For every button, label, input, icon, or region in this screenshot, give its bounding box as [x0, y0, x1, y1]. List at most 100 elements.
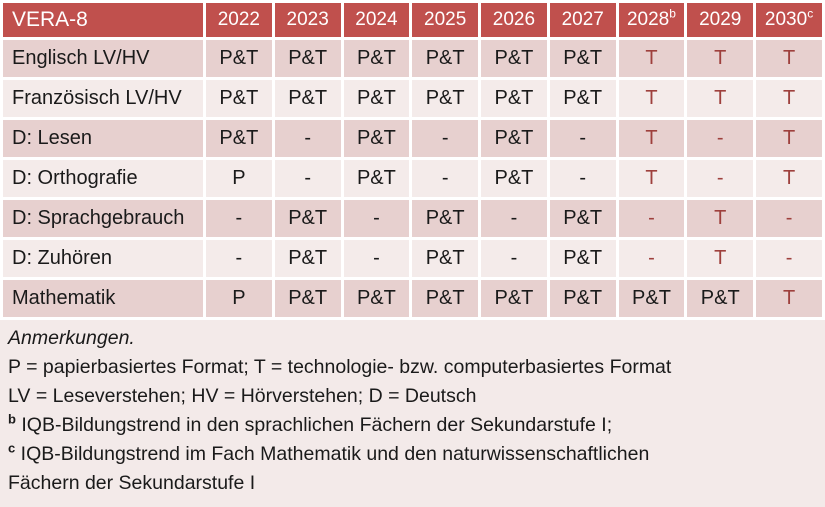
notes-section: Anmerkungen. P = papierbasiertes Format;… — [0, 320, 825, 507]
table-cell: P&T — [274, 40, 341, 77]
year-superscript: b — [669, 6, 676, 21]
year-label: 2027 — [561, 9, 604, 30]
year-header-2027: 2027 — [549, 3, 616, 37]
table-cell: P&T — [206, 80, 272, 117]
table-cell: - — [756, 240, 822, 277]
table-cell: P&T — [481, 40, 547, 77]
table-row-orthografie: D: Orthografie P - P&T - P&T - T - T — [3, 160, 822, 197]
table-cell: - — [206, 200, 272, 237]
table-row-lesen: D: Lesen P&T - P&T - P&T - T - T — [3, 120, 822, 157]
table-cell: T — [687, 40, 754, 77]
footnote-b-marker: b — [8, 411, 16, 427]
table-cell: P&T — [549, 280, 616, 317]
table-row-englisch: Englisch LV/HV P&T P&T P&T P&T P&T P&T T… — [3, 40, 822, 77]
year-label: 2026 — [492, 9, 536, 30]
table-cell: P&T — [274, 280, 341, 317]
table-cell: P&T — [343, 160, 410, 197]
table-cell: - — [206, 240, 272, 277]
row-label: D: Lesen — [3, 120, 203, 157]
table-cell: P&T — [343, 280, 410, 317]
year-label: 2029 — [699, 9, 742, 30]
footnote-c-marker: c — [8, 440, 16, 456]
table-cell: P&T — [549, 200, 616, 237]
table-cell: P&T — [481, 120, 547, 157]
year-header-2030: 2030c — [756, 3, 822, 37]
table-cell: T — [687, 240, 754, 277]
table-cell: - — [618, 200, 685, 237]
table-cell: P&T — [549, 80, 616, 117]
year-superscript: c — [807, 6, 814, 21]
table-cell: - — [274, 120, 341, 157]
row-label: Französisch LV/HV — [3, 80, 203, 117]
vera8-table: VERA-8 2022 2023 2024 2025 2026 2027 202… — [3, 3, 822, 317]
table-cell: P&T — [412, 240, 479, 277]
table-cell: T — [618, 40, 685, 77]
notes-abbreviation-legend: LV = Leseverstehen; HV = Hörverstehen; D… — [8, 385, 477, 407]
year-header-2029: 2029 — [687, 3, 754, 37]
table-cell: - — [412, 160, 479, 197]
footnote-b-text: IQB-Bildungstrend in den sprachlichen Fä… — [21, 414, 613, 436]
table-body: Englisch LV/HV P&T P&T P&T P&T P&T P&T T… — [3, 40, 822, 317]
table-cell: T — [756, 40, 822, 77]
table-cell: P — [206, 280, 272, 317]
year-header-2028: 2028b — [618, 3, 685, 37]
table-cell: P&T — [549, 240, 616, 277]
table-cell: P&T — [412, 280, 479, 317]
year-label: 2028 — [626, 9, 670, 30]
table-cell: P&T — [481, 280, 547, 317]
table-cell: - — [687, 160, 754, 197]
table-row-mathematik: Mathematik P P&T P&T P&T P&T P&T P&T P&T… — [3, 280, 822, 317]
table-cell: P&T — [274, 200, 341, 237]
table-cell: P&T — [687, 280, 754, 317]
table-cell: P&T — [618, 280, 685, 317]
year-label: 2030 — [764, 9, 808, 30]
row-label: Mathematik — [3, 280, 203, 317]
table-cell: T — [618, 160, 685, 197]
table-cell: P&T — [206, 120, 272, 157]
year-header-2024: 2024 — [343, 3, 410, 37]
table-cell: T — [687, 200, 754, 237]
header-row: VERA-8 2022 2023 2024 2025 2026 2027 202… — [3, 3, 822, 37]
table-cell: - — [343, 200, 410, 237]
footnote-c: c IQB-Bildungstrend im Fach Mathematik u… — [8, 440, 708, 498]
footnote-c-text: IQB-Bildungstrend im Fach Mathematik und… — [8, 443, 650, 494]
year-label: 2023 — [286, 9, 329, 30]
table-row-zuhoeren: D: Zuhören - P&T - P&T - P&T - T - — [3, 240, 822, 277]
year-header-2025: 2025 — [412, 3, 479, 37]
year-header-2026: 2026 — [481, 3, 547, 37]
table-cell: - — [481, 200, 547, 237]
table-cell: P&T — [274, 80, 341, 117]
table-cell: - — [618, 240, 685, 277]
table-cell: T — [687, 80, 754, 117]
table-row-sprachgebrauch: D: Sprachgebrauch - P&T - P&T - P&T - T … — [3, 200, 822, 237]
notes-heading: Anmerkungen. — [8, 327, 135, 349]
table-cell: T — [756, 280, 822, 317]
table-cell: T — [618, 80, 685, 117]
table-cell: T — [756, 80, 822, 117]
table-cell: - — [481, 240, 547, 277]
table-cell: - — [756, 200, 822, 237]
table-cell: P&T — [412, 40, 479, 77]
table-cell: T — [756, 160, 822, 197]
table-cell: - — [549, 120, 616, 157]
table-cell: P&T — [412, 200, 479, 237]
table-cell: P&T — [343, 40, 410, 77]
table-cell: P&T — [412, 80, 479, 117]
table-cell: P&T — [274, 240, 341, 277]
row-label: Englisch LV/HV — [3, 40, 203, 77]
table-header: VERA-8 2022 2023 2024 2025 2026 2027 202… — [3, 3, 822, 37]
year-header-2023: 2023 — [274, 3, 341, 37]
notes-format-legend: P = papierbasiertes Format; T = technolo… — [8, 356, 672, 378]
year-label: 2024 — [355, 9, 398, 30]
table-cell: P&T — [481, 160, 547, 197]
table-cell: P&T — [343, 120, 410, 157]
table-row-franzoesisch: Französisch LV/HV P&T P&T P&T P&T P&T P&… — [3, 80, 822, 117]
row-label: D: Sprachgebrauch — [3, 200, 203, 237]
table-cell: - — [274, 160, 341, 197]
table-cell: P&T — [206, 40, 272, 77]
table-cell: T — [756, 120, 822, 157]
table-cell: P&T — [549, 40, 616, 77]
table-cell: - — [687, 120, 754, 157]
table-cell: P&T — [481, 80, 547, 117]
table-title: VERA-8 — [3, 3, 203, 37]
